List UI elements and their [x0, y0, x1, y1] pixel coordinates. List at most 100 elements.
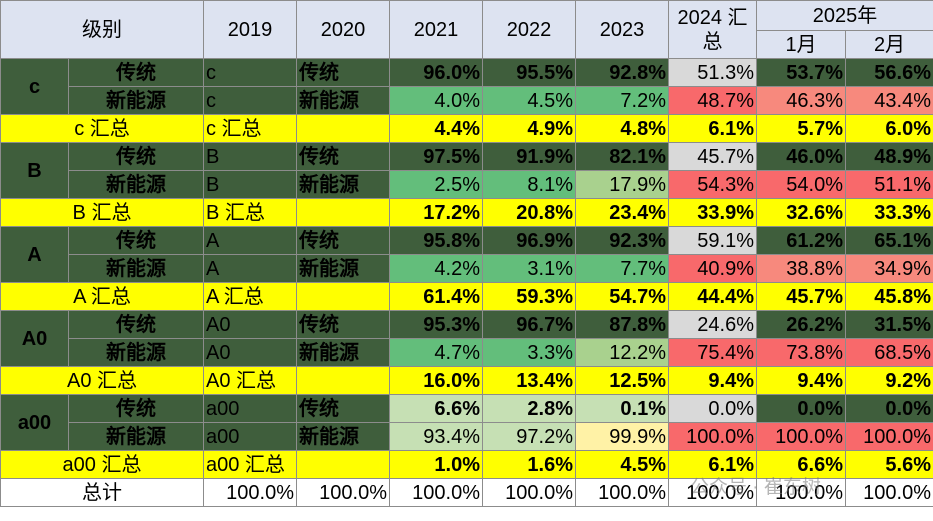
subtotal-code: A 汇总: [203, 282, 297, 311]
empty-cell: [296, 198, 390, 227]
table-row: 新能源 A0 新能源 4.7% 3.3% 12.2% 75.4% 73.8% 68.5%: [1, 338, 933, 367]
subtype-label: 传统: [68, 310, 204, 339]
subtotal-value: 45.7%: [756, 282, 846, 311]
grand-total-label: 总计: [0, 478, 204, 507]
table-row: c 传统 c 传统 96.0% 95.5% 92.8% 51.3% 53.7% 56.6%: [0, 58, 933, 115]
value-cell: 0.0%: [668, 394, 757, 423]
subtotal-code: c 汇总: [203, 114, 297, 143]
value-cell: 31.5%: [845, 310, 933, 339]
value-cell: 54.0%: [756, 170, 846, 199]
value-cell: 12.2%: [575, 338, 669, 367]
subtype-label: 传统: [68, 394, 204, 423]
value-cell: 4.2%: [389, 254, 483, 283]
empty-cell: [296, 282, 390, 311]
level-code: c: [203, 58, 297, 87]
header-level: 级别: [0, 0, 204, 59]
subtotal-row: A0 汇总 A0 汇总 16.0% 13.4% 12.5% 9.4% 9.4% 9.2%: [0, 366, 933, 395]
value-cell: 4.0%: [389, 86, 483, 115]
value-cell: 91.9%: [482, 142, 576, 171]
category-label: 传统: [296, 310, 390, 339]
value-cell: 46.3%: [756, 86, 846, 115]
value-cell: 96.9%: [482, 226, 576, 255]
grand-total-row: 总计 100.0% 100.0% 100.0% 100.0% 100.0% 100.0% 10…: [0, 478, 933, 507]
category-label: 传统: [296, 58, 390, 87]
subtotal-code: A0 汇总: [203, 366, 297, 395]
subtype-label: 新能源: [68, 338, 204, 367]
subtotal-row: B 汇总 B 汇总 17.2% 20.8% 23.4% 33.9% 32.6% 33.3%: [0, 198, 933, 227]
category-label: 新能源: [296, 170, 390, 199]
subtotal-label: B 汇总: [0, 198, 204, 227]
value-cell: 95.3%: [389, 310, 483, 339]
subtotal-value: 20.8%: [482, 198, 576, 227]
subtotal-value: 4.4%: [389, 114, 483, 143]
subtotal-value: 61.4%: [389, 282, 483, 311]
value-cell: 48.9%: [845, 142, 933, 171]
subtotal-value: 16.0%: [389, 366, 483, 395]
subtotal-label: A0 汇总: [0, 366, 204, 395]
value-cell: 96.0%: [389, 58, 483, 87]
table-row: a00 传统 a00 传统 6.6% 2.8% 0.1% 0.0% 0.0% 0.0%: [0, 394, 933, 451]
value-cell: 92.3%: [575, 226, 669, 255]
value-cell: 17.9%: [575, 170, 669, 199]
grand-total-value: 100.0%: [296, 478, 390, 507]
value-cell: 6.6%: [389, 394, 483, 423]
level-code: a00: [203, 394, 297, 423]
subtotal-label: c 汇总: [0, 114, 204, 143]
subtotal-code: a00 汇总: [203, 450, 297, 479]
value-cell: 68.5%: [845, 338, 933, 367]
table-row: A 传统 A 传统 95.8% 96.9% 92.3% 59.1% 61.2% 65.1%: [0, 226, 933, 283]
subtotal-value: 9.4%: [756, 366, 846, 395]
value-cell: 46.0%: [756, 142, 846, 171]
empty-cell: [296, 114, 390, 143]
subtotal-value: 6.1%: [668, 114, 757, 143]
subtotal-value: 54.7%: [575, 282, 669, 311]
subtotal-value: 9.2%: [845, 366, 933, 395]
value-cell: 45.7%: [668, 142, 757, 171]
value-cell: 92.8%: [575, 58, 669, 87]
table-row: B 传统 B 传统 97.5% 91.9% 82.1% 45.7% 46.0% 48.9%: [0, 142, 933, 199]
category-label: 传统: [296, 142, 390, 171]
level-code: A: [203, 226, 297, 255]
header-2024-total: 2024 汇总: [668, 0, 757, 59]
subtotal-value: 13.4%: [482, 366, 576, 395]
value-cell: 53.7%: [756, 58, 846, 87]
subtotal-label: a00 汇总: [0, 450, 204, 479]
value-cell: 0.0%: [756, 394, 846, 423]
subtotal-value: 5.6%: [845, 450, 933, 479]
value-cell: 97.2%: [482, 422, 576, 451]
value-cell: 51.1%: [845, 170, 933, 199]
category-label: 新能源: [296, 254, 390, 283]
subtotal-row: a00 汇总 a00 汇总 1.0% 1.6% 4.5% 6.1% 6.6% 5.6%: [0, 450, 933, 479]
table-row: A0 传统 A0 传统 95.3% 96.7% 87.8% 24.6% 26.2% 31.5%: [0, 310, 933, 367]
empty-cell: [296, 366, 390, 395]
subtotal-label: A 汇总: [0, 282, 204, 311]
subtotal-value: 17.2%: [389, 198, 483, 227]
value-cell: 54.3%: [668, 170, 757, 199]
subtotal-value: 44.4%: [668, 282, 757, 311]
grand-total-value: 100.0%: [756, 478, 846, 507]
value-cell: 82.1%: [575, 142, 669, 171]
subtotal-code: B 汇总: [203, 198, 297, 227]
value-cell: 3.1%: [482, 254, 576, 283]
value-cell: 34.9%: [845, 254, 933, 283]
value-cell: 24.6%: [668, 310, 757, 339]
grand-total-value: 100.0%: [575, 478, 669, 507]
header-2019: 2019: [203, 0, 297, 59]
value-cell: 61.2%: [756, 226, 846, 255]
level-code: A0: [203, 310, 297, 339]
value-cell: 95.5%: [482, 58, 576, 87]
grand-total-value: 100.0%: [482, 478, 576, 507]
level-code: B: [203, 142, 297, 171]
value-cell: 0.1%: [575, 394, 669, 423]
subtype-label: 新能源: [68, 254, 204, 283]
value-cell: 75.4%: [668, 338, 757, 367]
subtotal-value: 12.5%: [575, 366, 669, 395]
value-cell: 26.2%: [756, 310, 846, 339]
header-month-2: 2月: [845, 30, 933, 59]
value-cell: 2.5%: [389, 170, 483, 199]
value-cell: 43.4%: [845, 86, 933, 115]
value-cell: 96.7%: [482, 310, 576, 339]
header-2022: 2022: [482, 0, 576, 59]
value-cell: 2.8%: [482, 394, 576, 423]
table-row: 新能源 a00 新能源 93.4% 97.2% 99.9% 100.0% 100.0% 100.…: [1, 422, 933, 451]
